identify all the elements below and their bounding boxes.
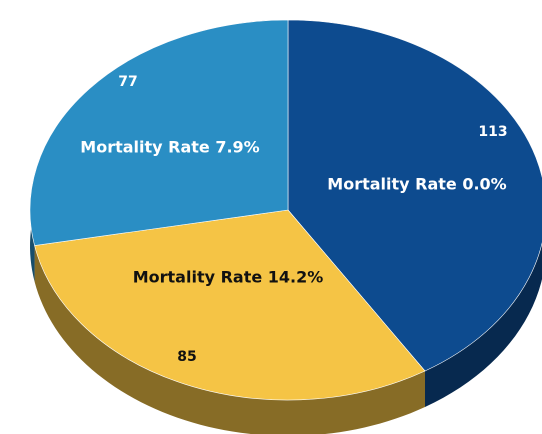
slice-label: Mortality Rate 14.2%	[133, 268, 324, 287]
slice	[29, 19, 289, 246]
slice-label: Mortality Rate 7.9%	[80, 138, 259, 157]
slice-label: Mortality Rate 0.0%	[327, 175, 506, 194]
value-label: 85	[177, 349, 196, 365]
value-label: 77	[118, 74, 137, 90]
slice	[287, 19, 542, 372]
slice-side	[34, 245, 425, 434]
slice	[34, 209, 426, 401]
value-label: 113	[478, 124, 507, 140]
